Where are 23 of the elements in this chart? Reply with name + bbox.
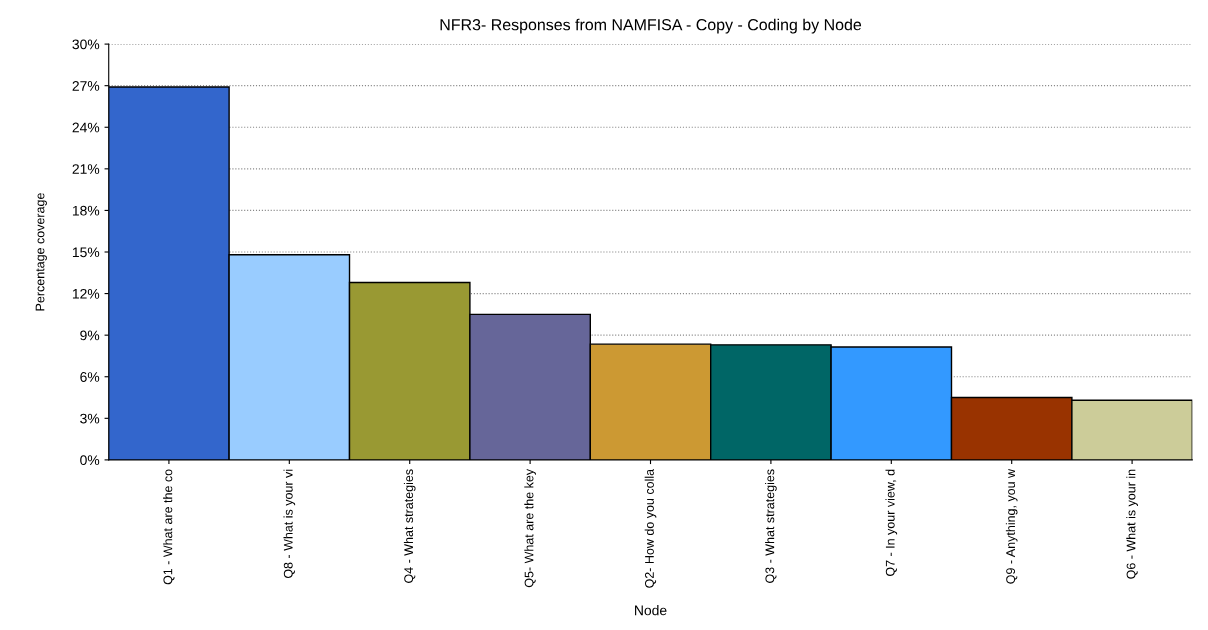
- y-tick-label: 3%: [80, 413, 100, 424]
- y-tick-label: 24%: [72, 122, 100, 133]
- x-tick-label: Q8 - What is your vi: [283, 469, 296, 579]
- y-tick-label: 12%: [72, 288, 100, 299]
- y-tick-label: 21%: [72, 164, 100, 174]
- chart-title: NFR3- Responses from NAMFISA - Copy - Coding by Node: [440, 18, 862, 34]
- y-tick-label: 18%: [72, 205, 100, 216]
- y-tick-label: 0%: [80, 455, 100, 466]
- x-tick-label: Q2- How do you colla: [644, 468, 657, 588]
- y-tick-label: 15%: [72, 247, 100, 258]
- y-axis-title: Percentage coverage: [35, 193, 47, 311]
- x-tick-label: Q6 - What is your in: [1126, 469, 1138, 579]
- x-tick-label: Q3 - What strategies: [765, 469, 777, 583]
- x-tick-label: Q7 - In your view, d: [885, 469, 898, 577]
- y-tick-label: 27%: [72, 81, 100, 91]
- x-tick-label: Q1 - What are the co: [163, 469, 175, 585]
- y-tick-label: 30%: [72, 39, 100, 50]
- y-tick-label: 6%: [80, 372, 100, 382]
- x-tick-label: Q5- What are the key: [524, 468, 536, 588]
- y-tick-label: 9%: [80, 330, 100, 341]
- x-axis-title: Node: [635, 605, 667, 616]
- x-tick-label: Q4 - What strategies: [403, 469, 416, 583]
- x-tick-label: Q9 - Anything, you w: [1005, 468, 1018, 584]
